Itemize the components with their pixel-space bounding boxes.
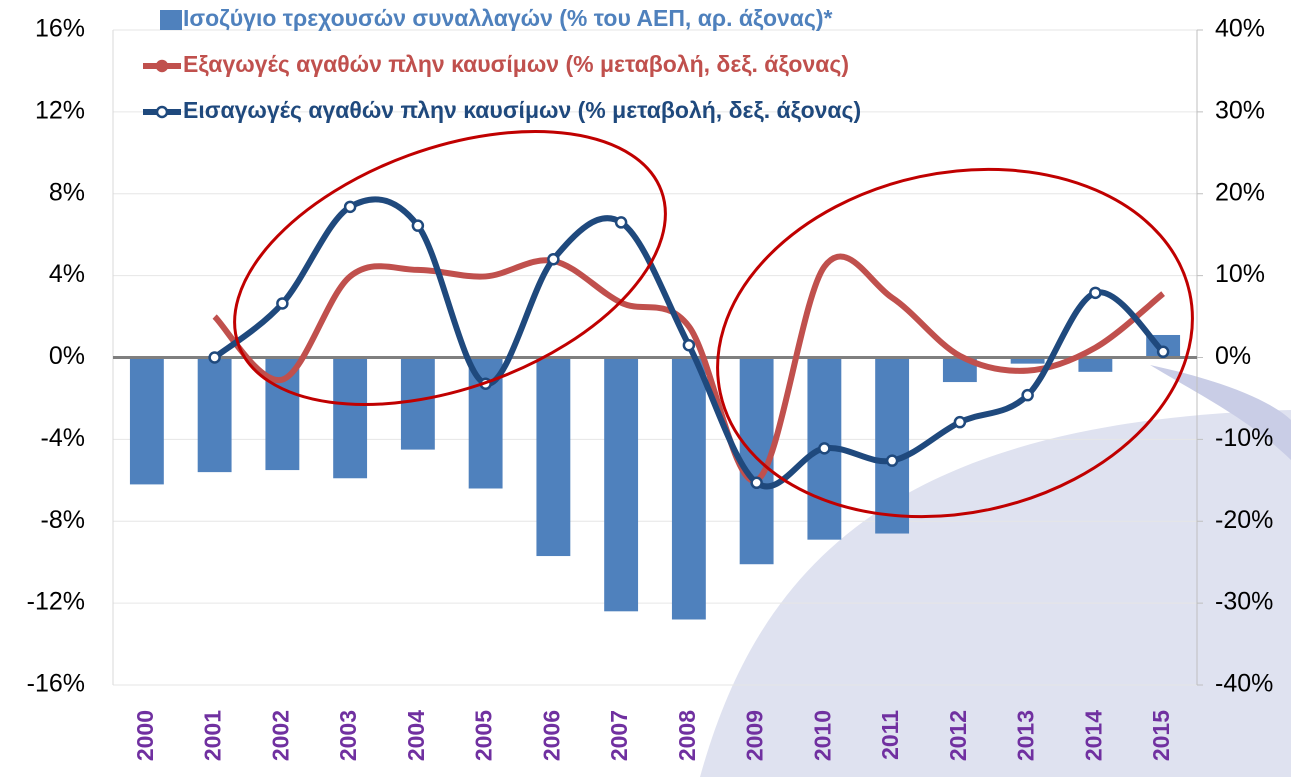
y2-tick-label: -40% bbox=[1215, 670, 1273, 698]
y-tick-label: 12% bbox=[35, 96, 85, 124]
marker bbox=[750, 476, 763, 490]
marker bbox=[885, 454, 899, 467]
bar bbox=[604, 357, 639, 612]
bar bbox=[129, 357, 164, 485]
x-tick-label: 2008 bbox=[674, 710, 700, 761]
legend-swatch bbox=[155, 59, 169, 73]
y2-tick-label: 10% bbox=[1215, 260, 1265, 288]
legend-label: Εξαγωγές αγαθών πλην καυσίμων (% μεταβολ… bbox=[183, 51, 849, 77]
x-tick-label: 2004 bbox=[403, 710, 429, 761]
marker bbox=[818, 442, 831, 455]
x-tick-label: 2012 bbox=[945, 710, 971, 761]
marker bbox=[411, 219, 425, 232]
x-tick-label: 2005 bbox=[471, 710, 497, 761]
bar bbox=[197, 357, 232, 473]
bar bbox=[333, 357, 368, 479]
grid: -16% -12% -8% -4% 0% 4% 8% 12% 16% -40% -30% -20% -1… bbox=[27, 15, 1274, 762]
legend-item: Εισαγωγές αγαθών πλην καυσίμων (% μεταβο… bbox=[143, 97, 861, 123]
y2-tick-label: 40% bbox=[1215, 15, 1265, 43]
bar bbox=[536, 357, 571, 557]
x-tick-label: 2003 bbox=[335, 710, 361, 761]
line bbox=[212, 253, 1166, 484]
y2-tick-label: -30% bbox=[1215, 588, 1273, 616]
line bbox=[212, 196, 1166, 490]
background-swoosh bbox=[700, 410, 1291, 777]
highlight-ellipse bbox=[233, 129, 667, 407]
marker bbox=[1021, 388, 1034, 402]
marks bbox=[113, 196, 1197, 620]
legend-item: Εξαγωγές αγαθών πλην καυσίμων (% μεταβολ… bbox=[143, 51, 849, 77]
marker bbox=[1156, 345, 1170, 359]
x-tick-label: 2002 bbox=[267, 710, 293, 761]
y2-tick-label: 20% bbox=[1215, 178, 1265, 206]
bar bbox=[400, 357, 435, 450]
bar bbox=[671, 357, 706, 620]
x-tick-label: 2009 bbox=[742, 710, 768, 761]
x-tick-label: 2011 bbox=[877, 710, 903, 760]
legend-swatch bbox=[160, 10, 182, 30]
y-tick-label: 8% bbox=[49, 178, 85, 206]
highlight-ellipse bbox=[716, 167, 1194, 519]
marker bbox=[682, 338, 696, 352]
legend-label: Ισοζύγιο τρεχουσών συναλλαγών (% του ΑΕΠ… bbox=[183, 5, 833, 31]
marker bbox=[208, 351, 221, 364]
y-tick-label: -16% bbox=[27, 670, 85, 698]
bar bbox=[1010, 357, 1045, 364]
x-tick-label: 2010 bbox=[809, 710, 835, 761]
bar bbox=[1078, 357, 1113, 372]
y-tick-label: -12% bbox=[27, 588, 85, 616]
legend-label: Εισαγωγές αγαθών πλην καυσίμων (% μεταβο… bbox=[183, 97, 861, 123]
y-tick-label: -8% bbox=[41, 506, 85, 534]
x-tick-label: 2007 bbox=[606, 710, 632, 761]
y-tick-label: 4% bbox=[49, 260, 85, 288]
x-tick-label: 2013 bbox=[1013, 710, 1039, 761]
y2-tick-label: 30% bbox=[1215, 96, 1265, 124]
x-tick-label: 2001 bbox=[200, 710, 226, 761]
y2-tick-label: 0% bbox=[1215, 342, 1251, 370]
y2-tick-label: -20% bbox=[1215, 506, 1273, 534]
y-tick-label: 0% bbox=[49, 342, 85, 370]
y-tick-label: 16% bbox=[35, 15, 85, 43]
marker bbox=[614, 216, 628, 229]
legend-swatch bbox=[155, 105, 169, 119]
x-tick-label: 2015 bbox=[1148, 710, 1174, 761]
marker bbox=[1089, 286, 1102, 300]
bar bbox=[875, 357, 910, 534]
background-swoosh bbox=[1150, 365, 1291, 460]
legend-item: Ισοζύγιο τρεχουσών συναλλαγών (% του ΑΕΠ… bbox=[160, 5, 833, 31]
marker bbox=[343, 200, 357, 214]
x-tick-label: 2000 bbox=[132, 710, 158, 761]
y-tick-label: -4% bbox=[41, 424, 85, 452]
marker bbox=[276, 297, 289, 310]
marker bbox=[953, 415, 967, 429]
y2-tick-label: -10% bbox=[1215, 424, 1273, 452]
x-tick-label: 2006 bbox=[538, 710, 564, 761]
marker bbox=[547, 253, 560, 266]
x-tick-label: 2014 bbox=[1080, 710, 1106, 761]
